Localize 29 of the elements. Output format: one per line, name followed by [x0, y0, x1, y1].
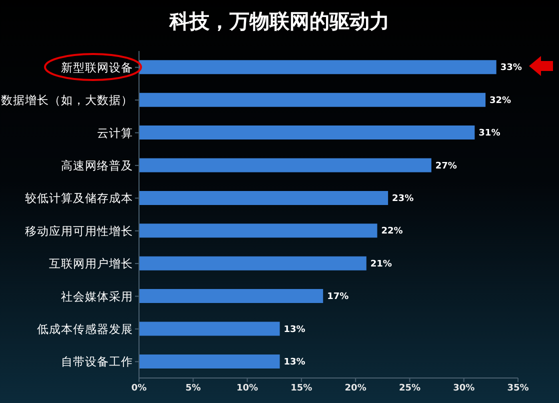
- y-tick-label: 数据增长（如，大数据）: [1, 93, 133, 108]
- y-tick-label: 高速网络普及: [61, 158, 133, 173]
- y-tick-label: 云计算: [97, 126, 133, 140]
- y-tick-label: 互联网用户增长: [49, 256, 133, 271]
- data-label: 32%: [490, 96, 512, 106]
- x-tick-label: 5%: [186, 383, 201, 394]
- x-tick-label: 10%: [236, 383, 258, 394]
- y-tick-label: 低成本传感器发展: [37, 322, 133, 336]
- data-label: 27%: [435, 161, 457, 172]
- y-tick-label: 较低计算及储存成本: [25, 191, 133, 206]
- x-tick-label: 15%: [290, 383, 312, 394]
- x-tick-label: 30%: [453, 383, 475, 394]
- y-tick-label: 新型联网设备: [61, 60, 133, 74]
- data-label: 31%: [478, 128, 500, 139]
- data-label: 17%: [327, 292, 349, 302]
- chart-title: 科技，万物联网的驱动力: [168, 8, 390, 35]
- y-tick-label: 自带设备工作: [61, 354, 133, 369]
- data-label: 22%: [381, 226, 403, 237]
- x-tick-label: 0%: [131, 383, 147, 394]
- x-tick-label: 35%: [507, 383, 529, 394]
- y-tick-label: 社会媒体采用: [61, 289, 133, 304]
- data-label: 33%: [500, 63, 522, 74]
- data-label: 21%: [370, 259, 392, 270]
- x-tick-label: 20%: [344, 383, 366, 394]
- data-label: 23%: [392, 194, 414, 204]
- y-tick-label: 移动应用可用性增长: [25, 224, 133, 238]
- data-label: 13%: [284, 324, 306, 335]
- data-label: 13%: [284, 357, 306, 368]
- x-tick-label: 25%: [398, 383, 420, 394]
